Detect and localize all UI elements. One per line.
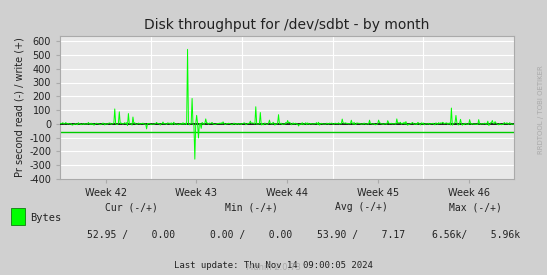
Y-axis label: Pr second read (-) / write (+): Pr second read (-) / write (+): [15, 37, 25, 177]
Text: Avg (-/+): Avg (-/+): [335, 202, 387, 212]
Text: Max (-/+): Max (-/+): [450, 202, 502, 212]
Text: Munin 2.0.73: Munin 2.0.73: [246, 263, 301, 272]
Text: Bytes: Bytes: [30, 213, 61, 223]
Text: 6.56k/    5.96k: 6.56k/ 5.96k: [432, 230, 520, 240]
Text: 53.90 /    7.17: 53.90 / 7.17: [317, 230, 405, 240]
Text: 52.95 /    0.00: 52.95 / 0.00: [87, 230, 176, 240]
Text: Min (-/+): Min (-/+): [225, 202, 278, 212]
Text: 0.00 /    0.00: 0.00 / 0.00: [211, 230, 293, 240]
Title: Disk throughput for /dev/sdbt - by month: Disk throughput for /dev/sdbt - by month: [144, 18, 430, 32]
Bar: [11, 208, 25, 225]
Text: RRDTOOL / TOBI OETIKER: RRDTOOL / TOBI OETIKER: [538, 66, 544, 154]
Text: Cur (-/+): Cur (-/+): [105, 202, 158, 212]
Text: Last update: Thu Nov 14 09:00:05 2024: Last update: Thu Nov 14 09:00:05 2024: [174, 261, 373, 270]
